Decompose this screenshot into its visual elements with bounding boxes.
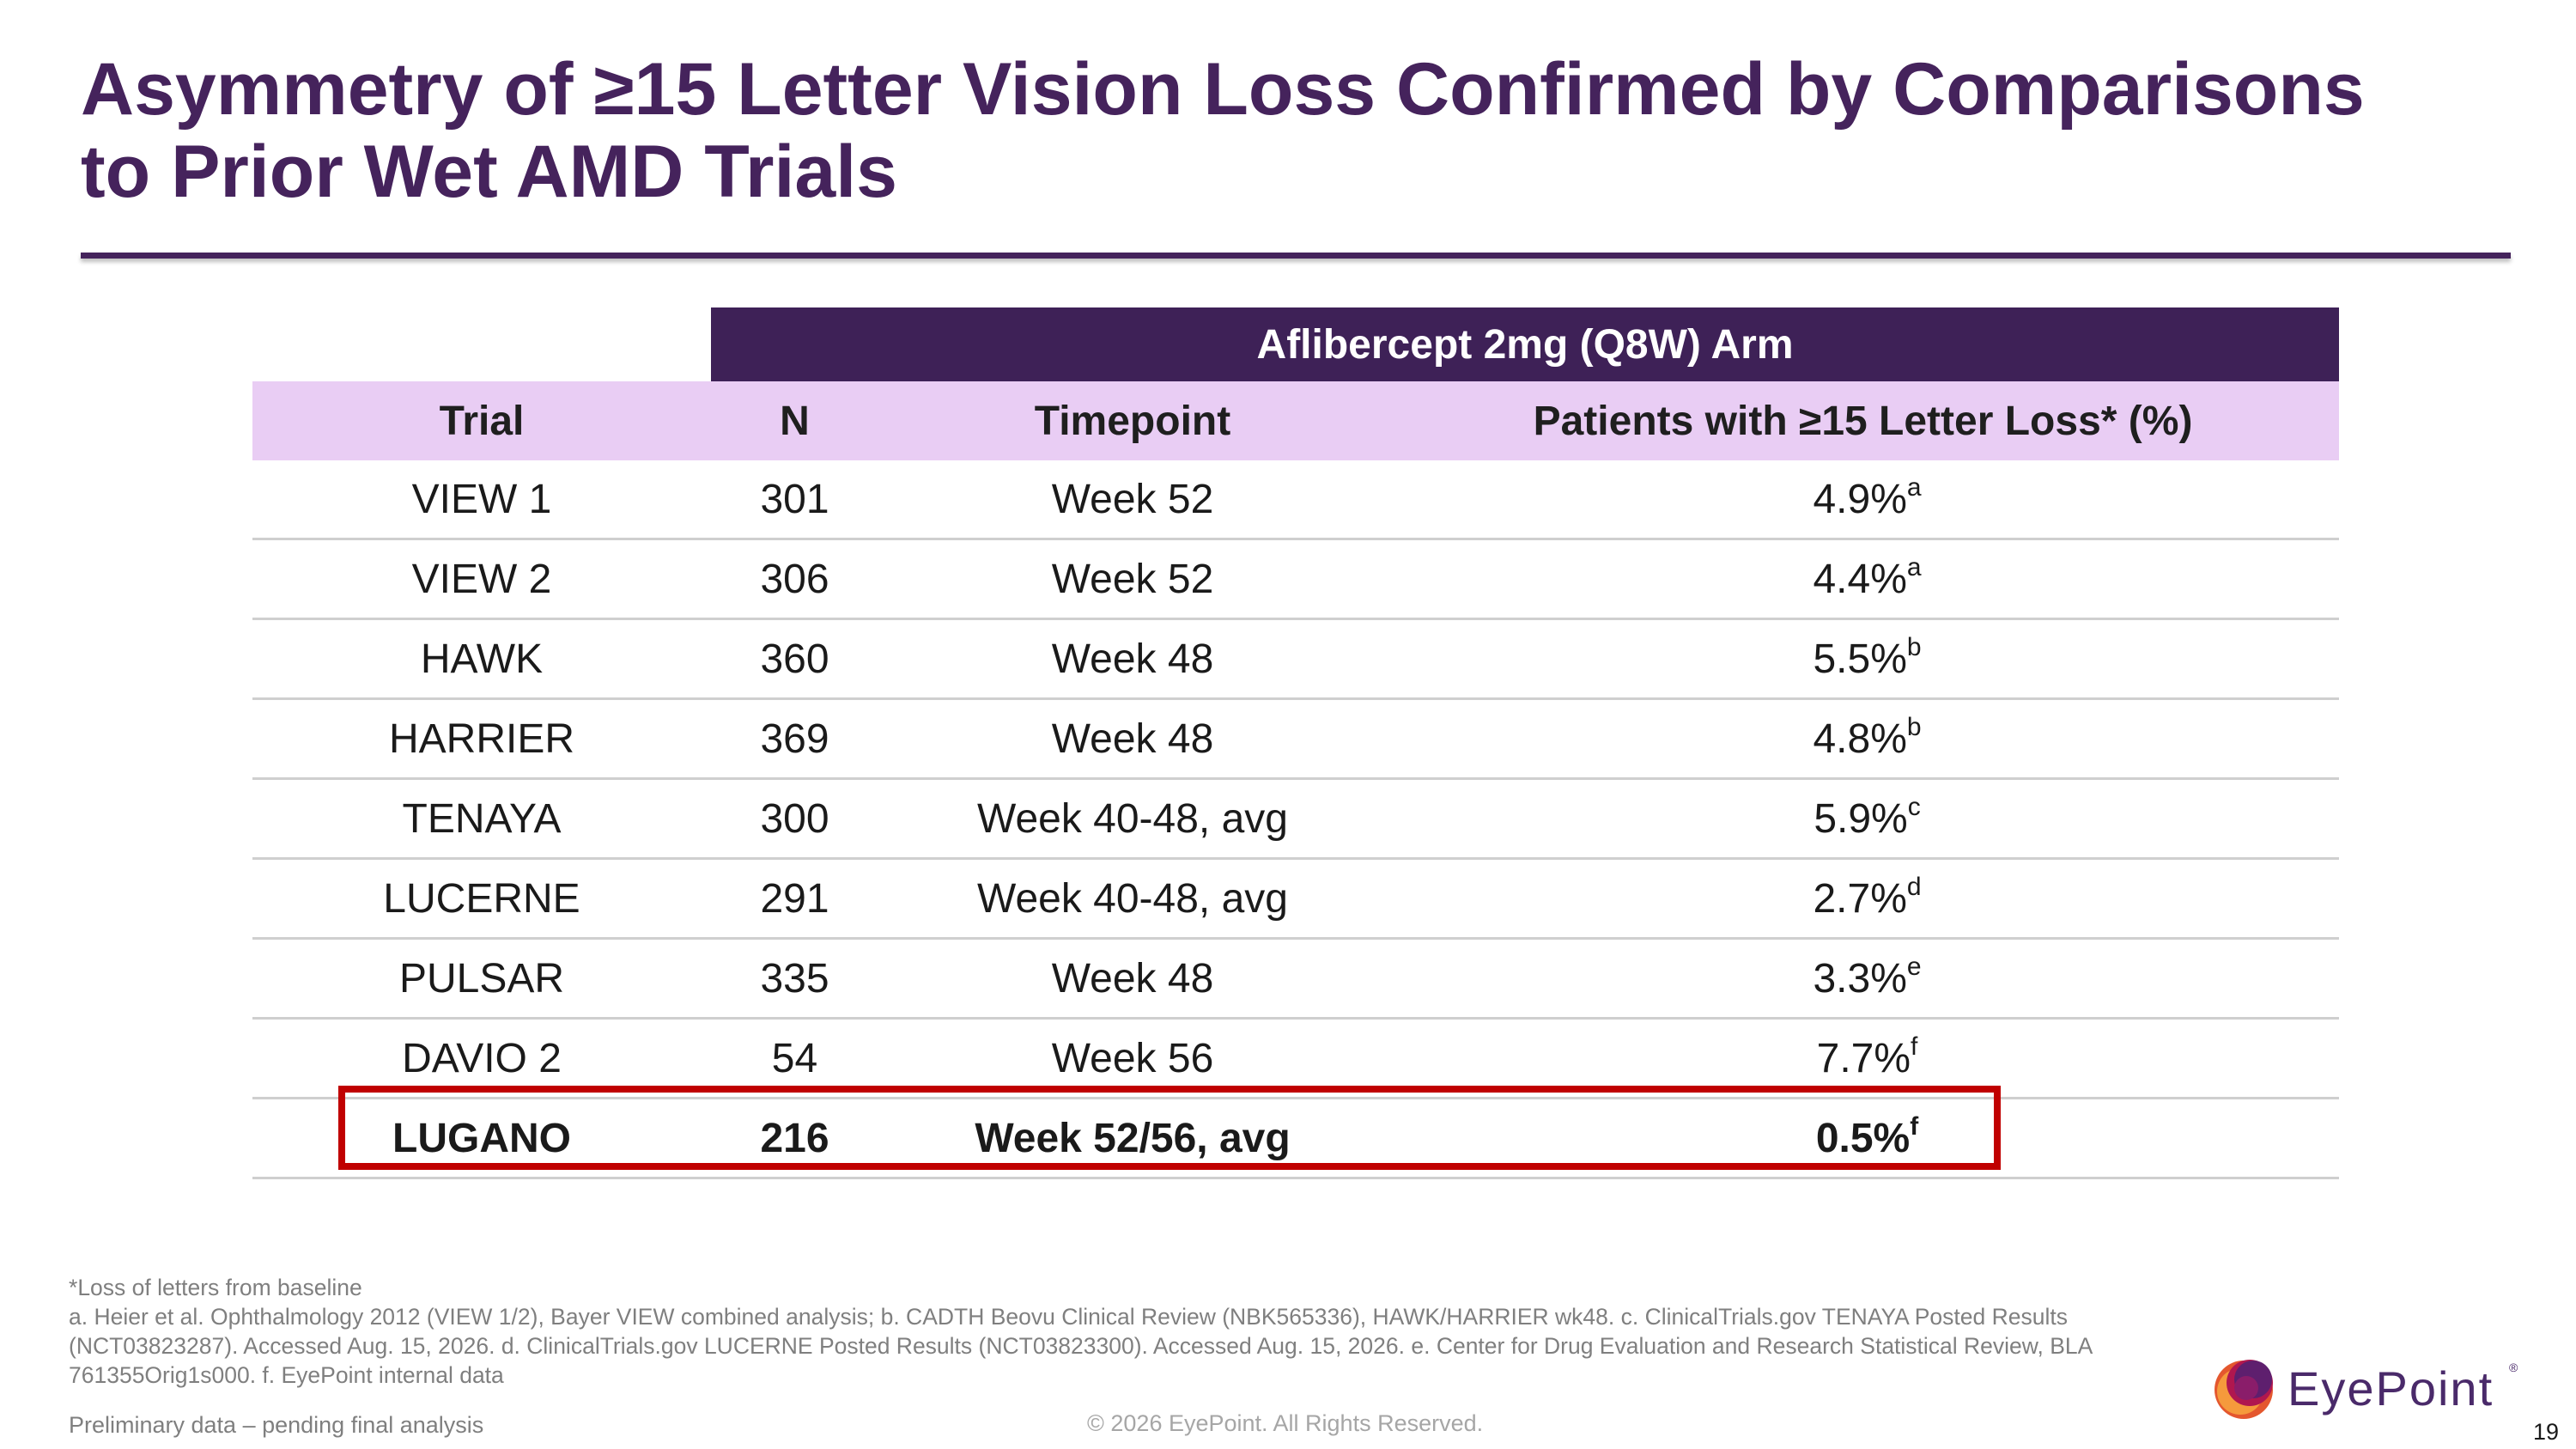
footnote-ref: c [1907,792,1921,821]
timepoint-cell: Week 48 [878,698,1387,780]
percent-cell: 5.9%c [1387,778,2340,860]
column-header-timepoint: Timepoint [878,381,1387,460]
trial-cell: VIEW 1 [252,460,711,540]
n-cell: 335 [711,938,878,1020]
footnote-line: (NCT03823287). Accessed Aug. 15, 2026. d… [69,1333,2093,1359]
table-row: PULSAR 335 Week 48 3.3%e [252,938,2340,1020]
preliminary-note: Preliminary data – pending final analysi… [69,1412,484,1438]
percent-value: 0.5% [1815,1115,1911,1161]
slide-title: Asymmetry of ≥15 Letter Vision Loss Conf… [81,48,2485,213]
percent-value: 2.7% [1813,875,1907,922]
trial-cell: PULSAR [252,938,711,1020]
percent-cell: 2.7%d [1387,858,2340,940]
column-header-letter-loss: Patients with ≥15 Letter Loss* (%) [1387,381,2340,460]
percent-cell: 3.3%e [1387,938,2340,1020]
title-divider [81,253,2511,259]
percent-value: 7.7% [1816,1035,1911,1081]
table-row: VIEW 2 306 Week 52 4.4%a [252,539,2340,620]
trial-cell: HAWK [252,618,711,700]
footnote-line: a. Heier et al. Ophthalmology 2012 (VIEW… [69,1304,2068,1330]
slide-title-line-1: Asymmetry of ≥15 Letter Vision Loss Conf… [81,48,2365,131]
company-logo: EyePoint ® [2207,1352,2524,1426]
column-header-trial: Trial [252,381,711,460]
footnote-ref: a [1906,472,1922,502]
column-header-row: Trial N Timepoint Patients with ≥15 Lett… [252,381,2340,460]
page-number: 19 [2533,1419,2560,1445]
slide-title-line-2: to Prior Wet AMD Trials [81,131,897,213]
trial-cell: TENAYA [252,778,711,860]
table-row: VIEW 1 301 Week 52 4.9%a [252,460,2340,540]
footnote-ref: e [1906,952,1922,981]
column-header-n: N [711,381,878,460]
table-row: TENAYA 300 Week 40-48, avg 5.9%c [252,778,2340,860]
percent-cell: 4.8%b [1387,698,2340,780]
table-row: LUCERNE 291 Week 40-48, avg 2.7%d [252,858,2340,940]
trial-cell: HARRIER [252,698,711,780]
trial-cell: VIEW 2 [252,539,711,620]
table-row: HARRIER 369 Week 48 4.8%b [252,698,2340,780]
timepoint-cell: Week 52 [878,460,1387,540]
percent-cell: 4.9%a [1387,460,2340,540]
copyright-notice: © 2026 EyePoint. All Rights Reserved. [1087,1410,1484,1436]
footnote-ref: d [1906,872,1922,901]
percent-value: 4.9% [1813,476,1907,522]
eyepoint-logo-icon [2215,1360,2273,1419]
n-cell: 291 [711,858,878,940]
timepoint-cell: Week 52 [878,539,1387,620]
n-cell: 369 [711,698,878,780]
percent-value: 4.8% [1813,715,1907,762]
table-row: HAWK 360 Week 48 5.5%b [252,618,2340,700]
percent-cell: 5.5%b [1387,618,2340,700]
percent-cell: 4.4%a [1387,539,2340,620]
trial-cell: LUCERNE [252,858,711,940]
arm-header-spacer [252,307,711,381]
n-cell: 306 [711,539,878,620]
percent-value: 4.4% [1813,556,1907,602]
footnote-ref: a [1906,552,1922,581]
trials-table: Aflibercept 2mg (Q8W) Arm Trial N Timepo… [252,307,2340,1179]
n-cell: 301 [711,460,878,540]
n-cell: 300 [711,778,878,860]
arm-header-row: Aflibercept 2mg (Q8W) Arm [252,307,2340,381]
logo-registered-mark: ® [2509,1361,2518,1374]
highlight-box [338,1086,2001,1170]
percent-value: 5.5% [1813,636,1907,682]
timepoint-cell: Week 48 [878,938,1387,1020]
n-cell: 360 [711,618,878,700]
arm-header: Aflibercept 2mg (Q8W) Arm [711,307,2340,381]
footnotes: *Loss of letters from baseline a. Heier … [69,1273,2301,1390]
footnote-ref: f [1911,1032,1918,1061]
percent-value: 3.3% [1813,955,1907,1002]
logo-wordmark: EyePoint [2287,1361,2494,1416]
footnote-line: 761355Orig1s000. f. EyePoint internal da… [69,1362,504,1388]
footnote-ref: f [1910,1111,1919,1141]
footnote-line: *Loss of letters from baseline [69,1275,362,1300]
percent-value: 5.9% [1814,795,1908,842]
timepoint-cell: Week 48 [878,618,1387,700]
timepoint-cell: Week 40-48, avg [878,778,1387,860]
footnote-ref: b [1906,712,1922,741]
timepoint-cell: Week 40-48, avg [878,858,1387,940]
footnote-ref: b [1906,632,1922,661]
